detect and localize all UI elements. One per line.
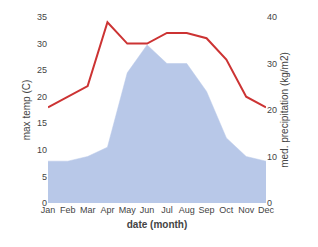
svg-text:30: 30 [37,39,47,49]
svg-text:35: 35 [37,12,47,22]
svg-text:Mar: Mar [80,205,96,215]
svg-text:Nov: Nov [238,205,255,215]
svg-text:20: 20 [37,92,47,102]
svg-text:med. precipitation (kg/m2): med. precipitation (kg/m2) [279,52,290,168]
svg-text:Feb: Feb [60,205,76,215]
svg-text:Jul: Jul [161,205,173,215]
svg-text:15: 15 [37,118,47,128]
svg-text:date (month): date (month) [127,219,188,230]
svg-text:5: 5 [42,172,47,182]
svg-text:20: 20 [267,105,277,115]
svg-text:May: May [119,205,137,215]
svg-text:Jan: Jan [41,205,56,215]
svg-text:0: 0 [42,198,47,208]
svg-text:max temp (C): max temp (C) [21,80,32,141]
svg-text:Sep: Sep [199,205,215,215]
svg-text:25: 25 [37,65,47,75]
svg-text:10: 10 [267,152,277,162]
svg-text:30: 30 [267,59,277,69]
svg-text:Dec: Dec [258,205,275,215]
svg-text:Apr: Apr [100,205,114,215]
svg-text:0: 0 [267,198,272,208]
svg-text:40: 40 [267,12,277,22]
svg-text:Aug: Aug [179,205,195,215]
svg-text:10: 10 [37,145,47,155]
svg-text:Jun: Jun [140,205,155,215]
svg-text:Oct: Oct [219,205,234,215]
